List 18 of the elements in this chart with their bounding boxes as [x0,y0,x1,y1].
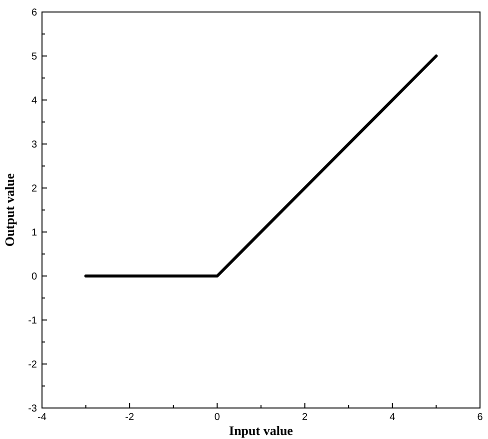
x-tick-label: -4 [38,412,47,423]
x-tick-label: 2 [302,412,308,423]
x-tick-label: 6 [477,412,484,423]
y-tick-label: -1 [28,316,38,326]
y-tick-label: 5 [31,52,38,62]
x-tick-label: 4 [390,412,396,423]
x-tick-label: -2 [125,412,134,423]
y-tick-label: 6 [31,8,38,18]
y-tick-label: 3 [31,140,38,150]
x-axis-title: Input value [229,423,294,438]
y-tick-label: 1 [31,228,38,238]
y-tick-label: -3 [28,404,38,414]
x-tick-label: 0 [214,412,220,423]
y-axis-title: Output value [2,173,17,247]
y-tick-label: 0 [31,272,38,282]
y-tick-label: -2 [28,360,38,370]
y-tick-label: 4 [31,96,38,106]
y-tick-label: 2 [31,184,38,194]
